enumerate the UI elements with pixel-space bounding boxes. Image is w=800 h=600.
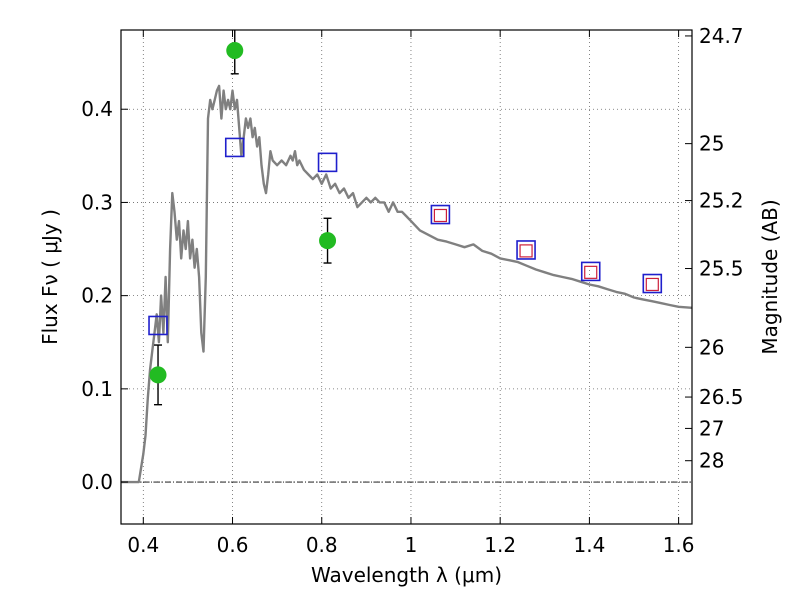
x-tick-label: 1 bbox=[405, 533, 418, 557]
model-spectrum-line bbox=[121, 84, 692, 484]
x-tick-label: 0.6 bbox=[217, 533, 249, 557]
x-tick-label: 0.4 bbox=[127, 533, 159, 557]
ticks-layer: 0.4 0.6 0.8 1 1.2 1.4 1.6 0.0 0.1 0.2 0.3 0.4 24.7 25… bbox=[81, 24, 743, 557]
y-axis-label: Flux Fν ( μJy ) bbox=[38, 209, 62, 345]
x-tick-label: 1.4 bbox=[573, 533, 605, 557]
y2-tick-label: 26.5 bbox=[699, 385, 744, 409]
y2-tick-label: 25.5 bbox=[699, 257, 744, 281]
model-photometry-point bbox=[516, 240, 536, 260]
alt-model-point bbox=[584, 265, 598, 279]
x-tick-label: 1.2 bbox=[484, 533, 516, 557]
model-photometry-point bbox=[317, 152, 338, 173]
y-tick-label: 0.3 bbox=[81, 190, 113, 214]
y2-tick-label: 25.2 bbox=[699, 189, 744, 213]
y-tick-label: 0.1 bbox=[81, 377, 113, 401]
model-photometry-point bbox=[224, 137, 245, 158]
y2-tick-label: 28 bbox=[699, 449, 724, 473]
y-tick-label: 0.2 bbox=[81, 284, 113, 308]
y2-axis-label: Magnitude (AB) bbox=[758, 199, 782, 354]
alt-model-point bbox=[433, 208, 448, 223]
observed-flux-point bbox=[226, 42, 244, 60]
y2-tick-label: 24.7 bbox=[699, 24, 744, 48]
observed-flux-point bbox=[319, 232, 337, 250]
model-photometry-point bbox=[642, 273, 663, 294]
alt-model-point bbox=[519, 244, 533, 258]
x-axis-label: Wavelength λ (μm) bbox=[311, 563, 502, 587]
y2-tick-label: 25 bbox=[699, 132, 724, 156]
y-tick-label: 0.4 bbox=[81, 97, 113, 121]
model-photometry-point bbox=[580, 261, 601, 282]
plot-layer bbox=[121, 30, 692, 484]
y2-tick-label: 26 bbox=[699, 335, 724, 359]
model-photometry-point bbox=[430, 204, 451, 225]
alt-model-point bbox=[645, 277, 659, 292]
x-tick-label: 0.8 bbox=[306, 533, 338, 557]
plot-frame bbox=[120, 29, 693, 525]
observed-flux-point bbox=[149, 366, 167, 384]
x-tick-label: 1.6 bbox=[663, 533, 695, 557]
y-tick-label: 0.0 bbox=[81, 470, 113, 494]
y2-tick-label: 27 bbox=[699, 416, 724, 440]
model-photometry-point bbox=[148, 315, 168, 336]
